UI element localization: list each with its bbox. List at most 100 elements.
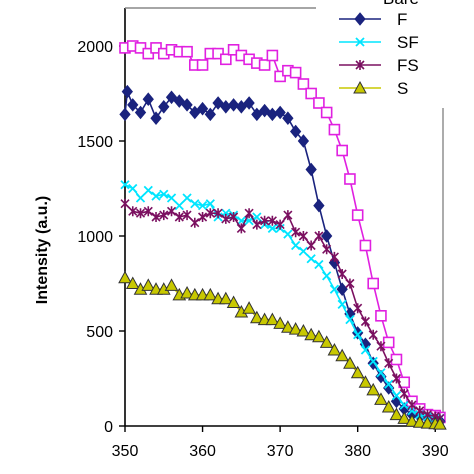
data-point-f (196, 101, 209, 116)
data-point-s (296, 323, 311, 337)
legend-label-partial: Bare (383, 0, 419, 8)
legend-marker-sf (355, 37, 365, 47)
data-point-f (274, 105, 286, 120)
data-point-fs (128, 206, 138, 217)
data-point-bare (336, 144, 348, 157)
data-point-f (243, 96, 255, 110)
data-point-fs (213, 208, 223, 219)
data-point-fs (229, 212, 239, 222)
x-tick-label: 370 (267, 443, 294, 460)
data-point-s (335, 348, 350, 362)
data-point-fs (197, 212, 208, 222)
data-point-s (433, 417, 447, 430)
data-point-fs (329, 251, 339, 262)
data-point-fs (190, 217, 200, 228)
data-point-sf (314, 259, 324, 270)
legend-label-sf: SF (397, 33, 419, 52)
data-point-bare (266, 49, 279, 62)
legend-marker-f (354, 12, 366, 26)
data-point-sf (166, 193, 177, 203)
data-point-s (405, 414, 419, 427)
data-point-fs (236, 223, 246, 234)
data-point-f (313, 198, 325, 213)
data-point-bare (359, 239, 372, 252)
data-point-bare (328, 123, 341, 136)
data-point-f (121, 84, 133, 99)
data-point-f (158, 100, 170, 114)
y-tick-label: 2000 (77, 39, 113, 56)
y-tick-label: 1000 (77, 229, 113, 246)
data-point-fs (407, 400, 417, 411)
data-point-s (397, 411, 412, 424)
x-tick-label: 360 (189, 443, 216, 460)
data-point-f (150, 111, 162, 125)
data-point-s (164, 278, 179, 291)
data-point-fs (298, 231, 308, 241)
data-point-sf (190, 199, 200, 209)
data-point-f (321, 229, 333, 243)
data-point-bare (344, 173, 356, 185)
data-point-bare (390, 353, 403, 366)
data-point-s (265, 312, 280, 326)
data-point-sf (384, 379, 394, 389)
data-point-sf (337, 299, 347, 310)
data-point-sf (399, 400, 409, 410)
data-point-f (212, 96, 224, 110)
data-point-fs (205, 208, 215, 219)
data-point-s (319, 335, 334, 348)
data-point-bare (289, 66, 302, 79)
data-point-sf (182, 193, 192, 203)
data-point-f (336, 282, 348, 296)
data-point-sf (345, 314, 355, 325)
data-point-bare (181, 45, 193, 58)
data-point-fs (322, 244, 332, 255)
data-point-sf (368, 356, 378, 367)
data-point-s (250, 310, 264, 324)
data-point-s (327, 342, 342, 356)
data-point-fs (120, 198, 130, 209)
data-point-fs (260, 215, 270, 226)
data-point-fs (135, 208, 146, 219)
data-point-fs (399, 388, 409, 399)
data-point-f (297, 134, 310, 148)
data-point-fs (151, 212, 161, 222)
data-point-bare (305, 87, 317, 100)
data-point-f (251, 107, 263, 122)
data-point-s (304, 327, 318, 341)
data-point-f (235, 100, 247, 114)
data-point-fs (391, 373, 402, 384)
legend-label-fs: FS (397, 56, 419, 75)
data-point-fs (221, 213, 231, 224)
data-point-sf (329, 284, 340, 294)
data-point-fs (314, 231, 324, 241)
axes: 0 500 1000 1500 2000 350 360 370 380 390 (77, 7, 449, 460)
data-point-f (134, 105, 147, 120)
data-point-s (381, 399, 396, 413)
data-point-bare (375, 309, 387, 322)
x-tick-label: 350 (112, 443, 139, 460)
data-point-fs (368, 329, 378, 340)
legend-marker-s (353, 80, 367, 94)
y-tick-label: 500 (86, 324, 113, 341)
data-point-bare (351, 209, 364, 221)
data-point-sf (197, 200, 208, 211)
data-point-fs (275, 219, 285, 230)
legend-label-f: F (397, 10, 407, 29)
data-point-fs (353, 303, 363, 314)
series-layer (118, 40, 447, 430)
series-sf (120, 180, 445, 424)
data-point-fs (182, 210, 192, 221)
data-point-fs (291, 227, 301, 238)
data-point-f (181, 98, 193, 112)
data-point-s (389, 407, 404, 421)
data-point-bare (367, 277, 379, 290)
data-point-sf (391, 390, 402, 401)
series-bare (119, 40, 446, 424)
series-s (118, 270, 447, 430)
data-point-fs (267, 215, 277, 226)
data-point-s (180, 285, 194, 299)
data-point-sf (360, 345, 371, 355)
data-point-s (281, 320, 295, 333)
data-point-sf (174, 200, 184, 211)
data-point-s (226, 295, 241, 308)
